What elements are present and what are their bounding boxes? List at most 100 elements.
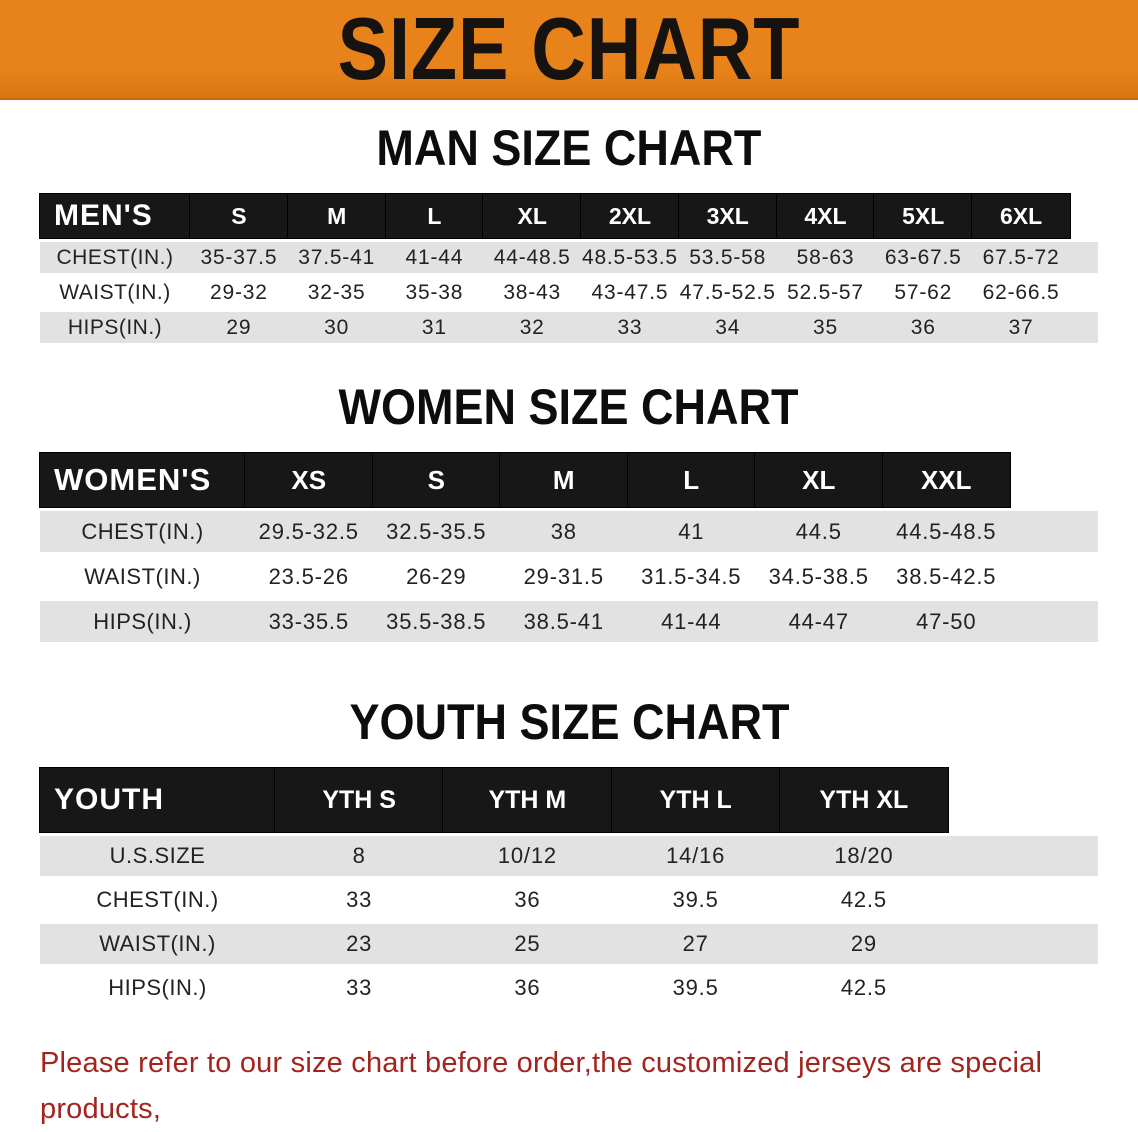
size-value-cell: 47-50 xyxy=(882,601,1010,642)
size-value-cell: 41 xyxy=(627,511,755,552)
row-spacer-cell xyxy=(948,880,1098,920)
women-size-table: WOMEN'S XS S M L XL XXL CHEST(IN.) 29.5-32.5 32.5… xyxy=(40,449,1098,646)
size-value-cell: 44.5 xyxy=(755,511,883,552)
size-column-header: XL xyxy=(483,194,582,238)
row-spacer-cell xyxy=(1010,556,1098,597)
disclaimer-line-1: Please refer to our size chart before or… xyxy=(40,1047,1043,1125)
size-value-cell: 34.5-38.5 xyxy=(755,556,883,597)
row-label: HIPS(IN.) xyxy=(40,968,275,1008)
row-spacer-cell xyxy=(948,924,1098,964)
size-value-cell: 37 xyxy=(972,312,1070,343)
size-column-header: XL xyxy=(755,453,883,507)
table-row: U.S.SIZE 8 10/12 14/16 18/20 xyxy=(40,836,1098,876)
table-title-cell: MEN'S xyxy=(40,194,190,238)
table-header-row: WOMEN'S XS S M L XL XXL xyxy=(40,453,1098,507)
header-spacer-cell xyxy=(948,768,1098,832)
size-value-cell: 37.5-41 xyxy=(287,242,386,273)
size-value-cell: 18/20 xyxy=(779,836,948,876)
banner-title: SIZE CHART xyxy=(337,0,801,98)
size-value-cell: 14/16 xyxy=(611,836,780,876)
size-column-header: L xyxy=(385,194,484,238)
size-column-header: XS xyxy=(245,453,373,507)
size-value-cell: 31 xyxy=(385,312,484,343)
row-spacer-cell xyxy=(948,968,1098,1008)
disclaimer: Please refer to our size chart before or… xyxy=(40,1040,1118,1132)
row-label: CHEST(IN.) xyxy=(40,242,190,273)
row-spacer-cell xyxy=(1070,277,1098,308)
size-column-header: S xyxy=(372,453,500,507)
size-value-cell: 23.5-26 xyxy=(245,556,373,597)
row-label: HIPS(IN.) xyxy=(40,601,245,642)
size-value-cell: 33 xyxy=(275,880,444,920)
size-value-cell: 33 xyxy=(275,968,444,1008)
size-chart-banner: SIZE CHART xyxy=(0,0,1138,100)
row-label: HIPS(IN.) xyxy=(40,312,190,343)
size-value-cell: 52.5-57 xyxy=(776,277,875,308)
size-value-cell: 10/12 xyxy=(443,836,612,876)
size-column-header: 4XL xyxy=(776,194,875,238)
man-size-section: MAN SIZE CHART MEN'S S M L XL 2XL 3XL 4XL 5XL 6XL… xyxy=(0,122,1138,347)
size-value-cell: 36 xyxy=(874,312,973,343)
size-value-cell: 29.5-32.5 xyxy=(245,511,373,552)
table-row: CHEST(IN.) 35-37.5 37.5-41 41-44 44-48.5 48.5… xyxy=(40,242,1098,273)
size-value-cell: 27 xyxy=(611,924,780,964)
row-spacer-cell xyxy=(1070,312,1098,343)
table-title-cell: WOMEN'S xyxy=(40,453,245,507)
size-column-header: XXL xyxy=(882,453,1010,507)
man-size-heading: MAN SIZE CHART xyxy=(376,120,762,176)
women-size-section: WOMEN SIZE CHART WOMEN'S XS S M L XL XXL CHEST(… xyxy=(0,381,1138,646)
men-size-table: MEN'S S M L XL 2XL 3XL 4XL 5XL 6XL CHEST(IN.) 35-37… xyxy=(40,190,1098,347)
size-value-cell: 32-35 xyxy=(287,277,386,308)
table-header-row: MEN'S S M L XL 2XL 3XL 4XL 5XL 6XL xyxy=(40,194,1098,238)
table-row: WAIST(IN.) 29-32 32-35 35-38 38-43 43-47.5 47.… xyxy=(40,277,1098,308)
size-value-cell: 32.5-35.5 xyxy=(372,511,500,552)
size-value-cell: 30 xyxy=(287,312,386,343)
size-value-cell: 38-43 xyxy=(483,277,582,308)
size-column-header: 5XL xyxy=(874,194,973,238)
size-value-cell: 62-66.5 xyxy=(972,277,1070,308)
table-row: HIPS(IN.) 33-35.5 35.5-38.5 38.5-41 41-44 44-… xyxy=(40,601,1098,642)
size-column-header: S xyxy=(190,194,288,238)
size-value-cell: 58-63 xyxy=(776,242,875,273)
size-value-cell: 44-47 xyxy=(755,601,883,642)
size-value-cell: 38 xyxy=(500,511,628,552)
size-value-cell: 33-35.5 xyxy=(245,601,373,642)
youth-size-section: YOUTH SIZE CHART YOUTH YTH S YTH M YTH L YTH… xyxy=(0,696,1138,1012)
table-row: CHEST(IN.) 29.5-32.5 32.5-35.5 38 41 44.5 44.5… xyxy=(40,511,1098,552)
row-label: CHEST(IN.) xyxy=(40,511,245,552)
size-value-cell: 23 xyxy=(275,924,444,964)
row-label: WAIST(IN.) xyxy=(40,556,245,597)
size-value-cell: 57-62 xyxy=(874,277,973,308)
size-column-header: YTH S xyxy=(275,768,444,832)
row-label: CHEST(IN.) xyxy=(40,880,275,920)
women-size-heading: WOMEN SIZE CHART xyxy=(339,379,799,435)
size-value-cell: 38.5-41 xyxy=(500,601,628,642)
size-column-header: M xyxy=(500,453,628,507)
size-column-header: YTH L xyxy=(611,768,780,832)
row-spacer-cell xyxy=(948,836,1098,876)
table-title-cell: YOUTH xyxy=(40,768,275,832)
row-label: WAIST(IN.) xyxy=(40,277,190,308)
size-value-cell: 36 xyxy=(443,880,612,920)
size-value-cell: 35-38 xyxy=(385,277,484,308)
table-row: WAIST(IN.) 23 25 27 29 xyxy=(40,924,1098,964)
row-spacer-cell xyxy=(1010,601,1098,642)
youth-size-heading: YOUTH SIZE CHART xyxy=(348,694,790,750)
row-label: U.S.SIZE xyxy=(40,836,275,876)
row-label: WAIST(IN.) xyxy=(40,924,275,964)
header-spacer-cell xyxy=(1010,453,1098,507)
size-value-cell: 43-47.5 xyxy=(581,277,679,308)
size-value-cell: 35 xyxy=(776,312,875,343)
size-value-cell: 48.5-53.5 xyxy=(581,242,679,273)
size-value-cell: 31.5-34.5 xyxy=(627,556,755,597)
size-value-cell: 39.5 xyxy=(611,880,780,920)
size-value-cell: 53.5-58 xyxy=(678,242,777,273)
size-value-cell: 42.5 xyxy=(779,968,948,1008)
size-value-cell: 67.5-72 xyxy=(972,242,1070,273)
size-value-cell: 47.5-52.5 xyxy=(678,277,777,308)
size-value-cell: 41-44 xyxy=(627,601,755,642)
row-spacer-cell xyxy=(1070,242,1098,273)
size-value-cell: 44.5-48.5 xyxy=(882,511,1010,552)
youth-size-table: YOUTH YTH S YTH M YTH L YTH XL U.S.SIZE 8 10/12… xyxy=(40,764,1098,1012)
row-spacer-cell xyxy=(1010,511,1098,552)
